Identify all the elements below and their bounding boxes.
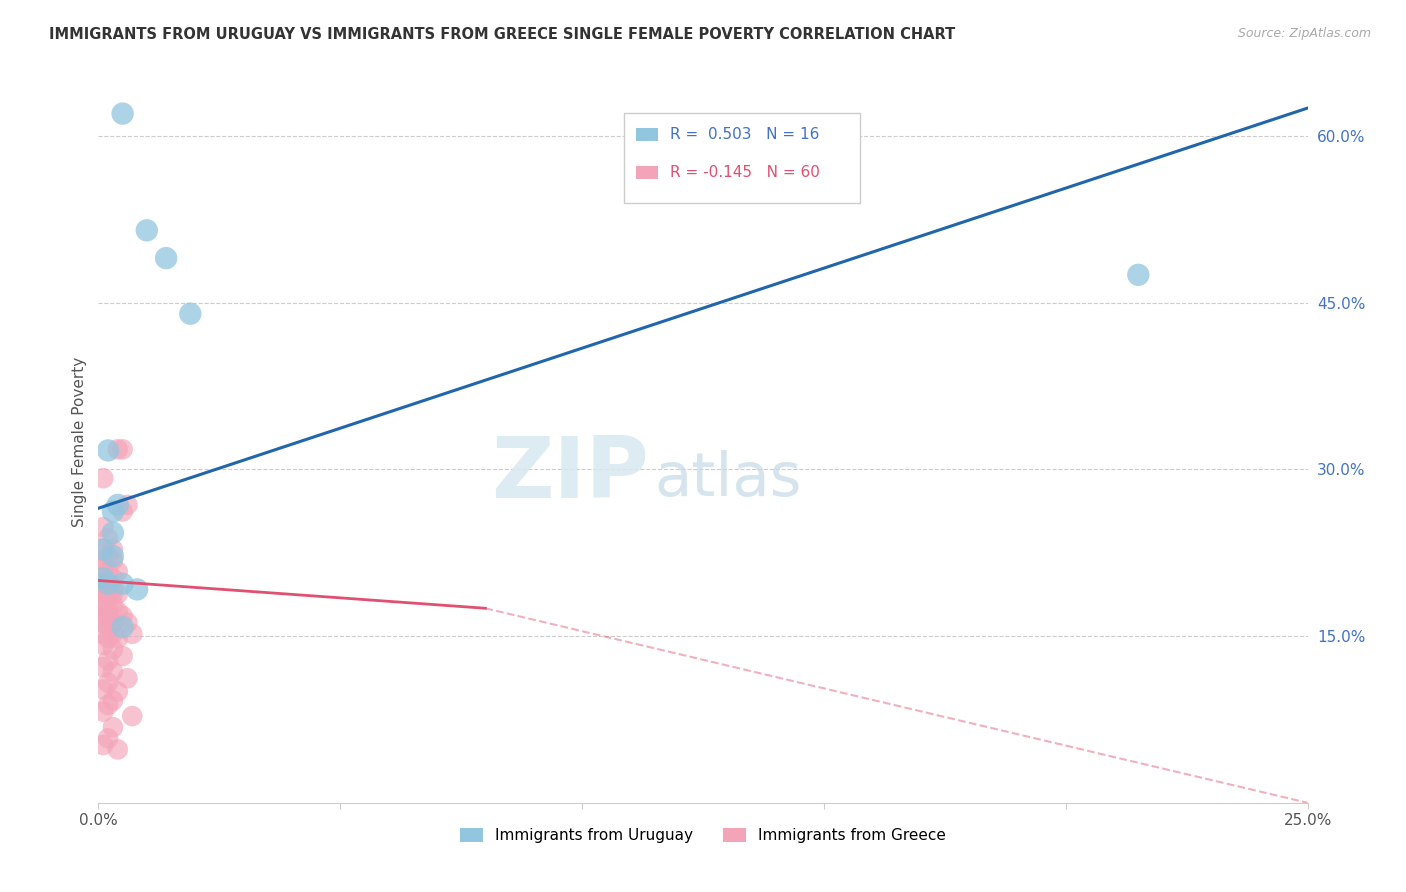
Point xyxy=(111,442,134,457)
Point xyxy=(91,542,114,557)
Point xyxy=(179,307,201,321)
Text: IMMIGRANTS FROM URUGUAY VS IMMIGRANTS FROM GREECE SINGLE FEMALE POVERTY CORRELAT: IMMIGRANTS FROM URUGUAY VS IMMIGRANTS FR… xyxy=(49,27,956,42)
Point xyxy=(91,660,114,674)
Point xyxy=(97,605,120,619)
Point xyxy=(111,577,134,591)
Point xyxy=(107,498,129,512)
Point xyxy=(91,593,114,607)
Point xyxy=(101,693,124,707)
Text: R =  0.503   N = 16: R = 0.503 N = 16 xyxy=(671,127,820,142)
Point xyxy=(91,598,114,612)
Point xyxy=(97,731,120,746)
Point xyxy=(91,615,114,630)
Point xyxy=(97,565,120,579)
Point xyxy=(107,587,129,601)
Point xyxy=(91,520,114,534)
Point xyxy=(91,627,114,641)
Point xyxy=(101,525,124,540)
Point xyxy=(91,571,114,585)
Point xyxy=(91,542,114,557)
Point xyxy=(101,665,124,679)
Point xyxy=(91,609,114,624)
Point xyxy=(97,632,120,646)
Point xyxy=(97,675,120,690)
Point xyxy=(101,720,124,734)
Point xyxy=(101,642,124,657)
Point xyxy=(101,542,124,557)
Point xyxy=(111,620,134,634)
Point xyxy=(135,223,157,237)
Text: ZIP: ZIP xyxy=(491,433,648,516)
Point xyxy=(97,577,120,591)
Point xyxy=(101,615,124,630)
Point xyxy=(107,605,129,619)
Point xyxy=(101,549,124,563)
Point xyxy=(111,505,134,519)
Point xyxy=(101,587,124,601)
Point xyxy=(91,682,114,697)
Point xyxy=(97,443,120,458)
Point xyxy=(121,627,143,641)
Point xyxy=(91,471,114,485)
Point xyxy=(107,442,129,457)
Point xyxy=(101,505,124,519)
Point xyxy=(117,615,139,630)
Point xyxy=(97,531,120,545)
Point xyxy=(117,671,139,685)
Point xyxy=(117,498,139,512)
Point xyxy=(91,587,114,601)
Point xyxy=(101,598,124,612)
Point xyxy=(91,638,114,652)
Point xyxy=(97,593,120,607)
FancyBboxPatch shape xyxy=(637,166,658,178)
Point xyxy=(127,582,149,597)
Point xyxy=(97,575,120,590)
Point xyxy=(97,549,120,563)
Point xyxy=(101,582,124,597)
Text: R = -0.145   N = 60: R = -0.145 N = 60 xyxy=(671,164,820,179)
Point xyxy=(1128,268,1150,282)
Point xyxy=(111,649,134,664)
Legend: Immigrants from Uruguay, Immigrants from Greece: Immigrants from Uruguay, Immigrants from… xyxy=(454,822,952,849)
Point xyxy=(107,565,129,579)
Point xyxy=(91,560,114,574)
Point xyxy=(121,709,143,723)
Point xyxy=(97,587,120,601)
Text: Source: ZipAtlas.com: Source: ZipAtlas.com xyxy=(1237,27,1371,40)
Point xyxy=(107,684,129,698)
Point xyxy=(101,627,124,641)
Point xyxy=(97,698,120,712)
Point xyxy=(91,705,114,719)
Point xyxy=(91,553,114,567)
Point xyxy=(101,571,124,585)
Point xyxy=(111,609,134,624)
Point xyxy=(91,738,114,752)
Point xyxy=(107,632,129,646)
Point xyxy=(91,575,114,590)
Point xyxy=(155,251,177,265)
Point xyxy=(97,653,120,667)
FancyBboxPatch shape xyxy=(637,128,658,141)
FancyBboxPatch shape xyxy=(624,112,860,203)
Y-axis label: Single Female Poverty: Single Female Poverty xyxy=(72,357,87,526)
Point xyxy=(101,553,124,567)
Point xyxy=(97,609,120,624)
Point xyxy=(97,620,120,634)
Text: atlas: atlas xyxy=(655,450,803,508)
Point xyxy=(107,742,129,756)
Point xyxy=(111,106,134,120)
Point xyxy=(91,582,114,597)
